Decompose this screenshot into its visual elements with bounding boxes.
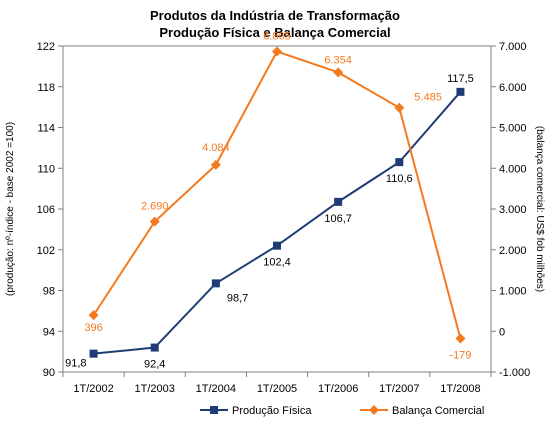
legend: Produção Física Balança Comercial <box>200 405 484 417</box>
y-left-tick-label: 110 <box>37 163 55 175</box>
y-left-tick-label: 106 <box>37 204 55 216</box>
x-tick-label: 1T/2005 <box>257 383 297 395</box>
data-point-diamond <box>333 67 344 78</box>
data-point-diamond <box>88 310 99 321</box>
data-label: 4.084 <box>202 142 230 154</box>
x-tick-label: 1T/2002 <box>73 383 113 395</box>
data-point-diamond <box>394 102 405 113</box>
data-point-square <box>273 241 281 250</box>
data-label: 98,7 <box>227 292 248 304</box>
y-left-tick-label: 98 <box>43 286 55 298</box>
y-right-tick-label: 7.000 <box>499 41 527 53</box>
data-label: 110,6 <box>386 173 413 185</box>
y-left-axis-title: (produção: nº-índice - base 2002 =100) <box>5 122 16 296</box>
data-labels-group: 91,8 92,4 98,7 102,4 106,7 110,6 117,5 396 2.690… <box>65 31 474 371</box>
y-right-tick-label: 4.000 <box>499 163 527 175</box>
data-label: 6.354 <box>324 54 352 66</box>
chart-title: Produtos da Indústria de Transformação <box>150 8 400 23</box>
y-left-tick-label: 102 <box>37 245 55 257</box>
data-label: 92,4 <box>144 359 165 371</box>
y-right-axis-title: (balança comercial: US$ fob milhões) <box>534 126 545 292</box>
x-tick-label: 1T/2006 <box>318 383 358 395</box>
x-tick-label: 1T/2007 <box>379 383 419 395</box>
y-right-tick-label: 5.000 <box>499 123 527 135</box>
data-point-square <box>395 158 404 167</box>
data-point-square <box>211 279 220 288</box>
y-right-tick-label: 6.000 <box>499 82 527 94</box>
data-point-diamond <box>272 46 282 57</box>
data-label: -179 <box>449 350 471 362</box>
y-right-tick-label: 3.000 <box>499 204 527 216</box>
y-left-tick-label: 122 <box>37 41 55 53</box>
data-point-square <box>334 197 343 206</box>
axes-group: 90 94 98 102 106 110 114 118 122 -1.000 0 1.000 2.00… <box>5 41 545 395</box>
x-tick-label: 1T/2004 <box>196 383 236 395</box>
y-right-tick-label: 2.000 <box>499 245 527 257</box>
chart-subtitle: Produção Física e Balança Comercial <box>159 25 390 40</box>
legend-marker-square <box>210 406 218 414</box>
data-label: 91,8 <box>65 358 86 370</box>
y-left-tick-label: 90 <box>43 367 55 379</box>
data-label: 5.485 <box>414 92 442 104</box>
data-label: 6.865 <box>263 31 291 43</box>
data-point-square <box>456 87 465 96</box>
legend-label: Produção Física <box>232 405 312 417</box>
data-point-diamond <box>210 159 221 170</box>
data-point-square <box>150 343 159 352</box>
x-tick-label: 1T/2003 <box>135 383 175 395</box>
y-right-tick-label: 1.000 <box>499 286 527 298</box>
series-line-balanca-comercial <box>92 50 462 339</box>
data-point-diamond <box>149 216 160 227</box>
y-right-tick-label: -1.000 <box>499 367 530 379</box>
x-tick-label: 1T/2008 <box>440 383 480 395</box>
data-label: 2.690 <box>141 201 169 213</box>
y-left-tick-label: 94 <box>43 326 55 338</box>
data-label: 117,5 <box>447 73 474 85</box>
data-label: 396 <box>84 322 102 334</box>
legend-marker-diamond <box>369 405 379 415</box>
legend-label: Balança Comercial <box>392 405 484 417</box>
y-left-tick-label: 118 <box>37 82 55 94</box>
data-label: 102,4 <box>263 257 291 269</box>
data-point-diamond <box>455 333 466 344</box>
data-label: 106,7 <box>324 213 352 225</box>
data-point-square <box>89 349 98 358</box>
markers-group <box>88 46 466 358</box>
y-right-tick-label: 0 <box>499 326 505 338</box>
y-left-tick-label: 114 <box>37 123 55 135</box>
